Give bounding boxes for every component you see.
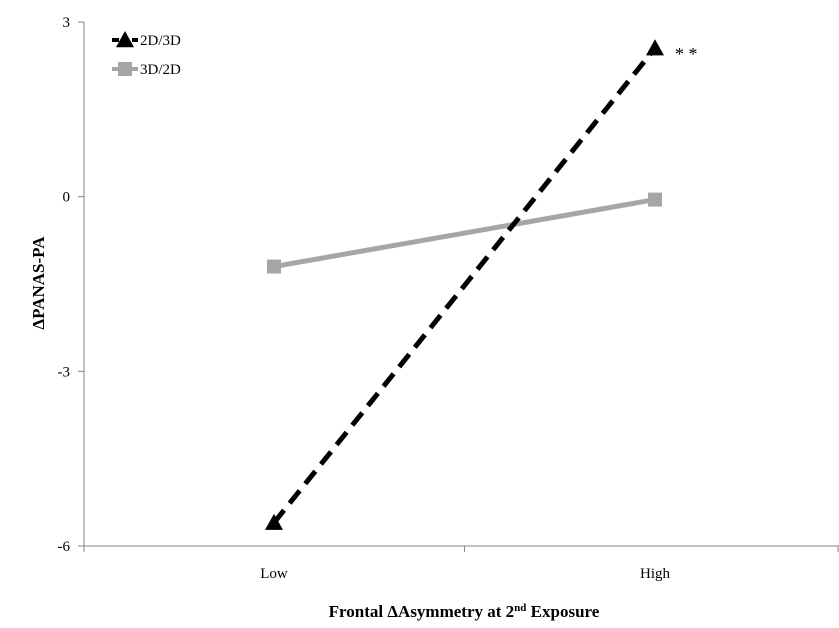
x-tick-label: High [640,566,671,582]
series-layer: * * [265,39,698,530]
series-0-point [265,513,283,530]
y-tick-label: 0 [63,190,71,206]
axes: 3 0 -3 -6 Low High [58,15,839,582]
legend-marker-1 [118,62,132,76]
x-axis-title-main: Frontal ΔAsymmetry at 2 [329,602,515,621]
x-axis-title-tail: Exposure [526,602,599,621]
series-line-0 [272,46,657,525]
y-tick-label: 3 [63,15,71,31]
x-axis-title: Frontal ΔAsymmetry at 2nd Exposure [329,602,600,621]
legend: 2D/3D 3D/2D [112,31,181,78]
legend-marker-0 [116,31,134,48]
x-tick-label: Low [260,566,288,582]
significance-annotation: * * [675,44,698,64]
series-1-point [648,192,662,207]
series-0-point [646,39,664,56]
y-tick-label: -3 [58,364,71,380]
legend-label-1: 3D/2D [140,62,181,78]
legend-label-0: 2D/3D [140,33,181,49]
series-1-point [267,259,281,274]
y-axis-title: ΔPANAS-PA [29,236,48,330]
series-line-1 [273,197,656,269]
y-tick-label: -6 [58,539,71,555]
x-axis-title-sup: nd [514,602,526,614]
